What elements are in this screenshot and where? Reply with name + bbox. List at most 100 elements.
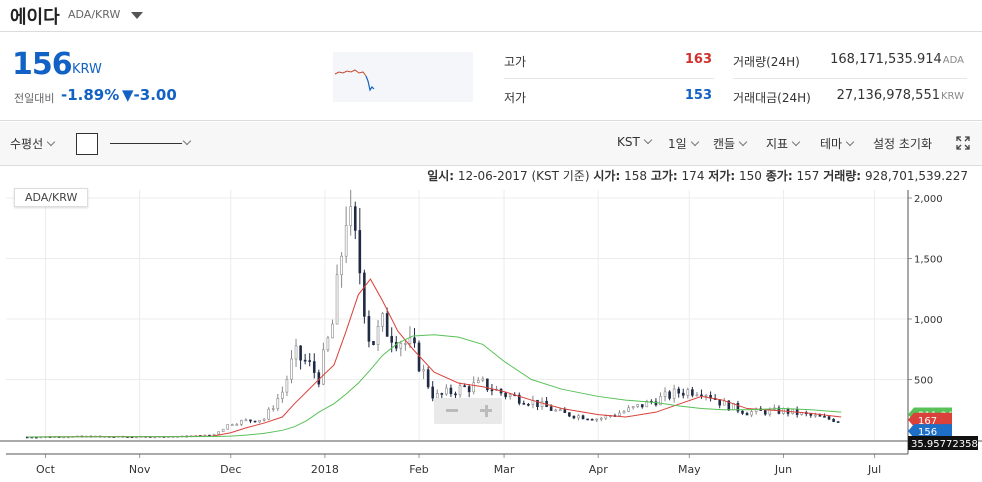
interval-select[interactable]: 1일 bbox=[668, 135, 699, 152]
volume-unit: ADA bbox=[942, 55, 964, 66]
info-close-label: 종가: bbox=[765, 169, 793, 183]
candle-body bbox=[599, 417, 603, 420]
change-label: 전일대비 bbox=[14, 92, 55, 105]
candle-body bbox=[258, 420, 261, 423]
candle-body bbox=[344, 225, 348, 257]
candle-body bbox=[668, 391, 671, 399]
candle-body bbox=[540, 400, 544, 408]
mini-chart-line-down bbox=[365, 75, 375, 92]
amount-row: 27,136,978,551KRW bbox=[790, 88, 964, 103]
x-tick-label: Feb bbox=[409, 463, 428, 476]
candle-body bbox=[504, 392, 507, 397]
candle-body bbox=[577, 415, 580, 419]
candle-body bbox=[390, 336, 394, 343]
chevron-down-icon bbox=[738, 137, 748, 147]
candle-body bbox=[704, 394, 708, 397]
chart-svg[interactable]: Oct Nov Dec 2018 Feb Mar Apr May Jun Jul 500 1,000 1… bbox=[0, 186, 982, 482]
change-percent: -1.89% bbox=[61, 86, 120, 104]
info-high-label: 고가: bbox=[650, 169, 678, 183]
zoom-in-icon-bar[interactable] bbox=[484, 404, 488, 417]
candle-body bbox=[372, 340, 375, 345]
candle-body bbox=[486, 378, 489, 391]
candle-body bbox=[595, 418, 599, 421]
chart-pair-tag: ADA/KRW bbox=[14, 188, 89, 207]
candle-body bbox=[659, 396, 662, 406]
candle-body bbox=[212, 433, 216, 436]
candle-body bbox=[677, 388, 681, 394]
chart-type-label: 캔들 bbox=[713, 137, 736, 151]
candle-body bbox=[823, 416, 826, 418]
interval-label: 1일 bbox=[668, 137, 687, 151]
stats-divider bbox=[504, 78, 714, 79]
candle-body bbox=[681, 392, 685, 396]
indicator-label: 지표 bbox=[766, 137, 789, 151]
expand-icon[interactable] bbox=[956, 136, 970, 150]
zoom-out-icon[interactable] bbox=[446, 409, 458, 412]
reset-settings-button[interactable]: 설정 초기화 bbox=[873, 137, 933, 151]
chart-toolbar: 수평선 KST 1일 캔들 지표 테마 설정 초기화 bbox=[0, 122, 982, 166]
candle-body bbox=[426, 369, 430, 388]
moving-average-long-line bbox=[27, 334, 842, 438]
candle-body bbox=[527, 404, 530, 406]
timezone-select[interactable]: KST bbox=[617, 135, 653, 149]
info-volume-label: 거래량: bbox=[823, 169, 862, 183]
candle-body bbox=[672, 388, 676, 399]
y-tick-label: 1,500 bbox=[914, 255, 943, 266]
candle-body bbox=[627, 407, 630, 412]
candle-body bbox=[832, 418, 835, 422]
color-picker[interactable] bbox=[76, 133, 98, 155]
candle-body bbox=[422, 369, 425, 372]
candle-body bbox=[691, 389, 694, 396]
candle-body bbox=[445, 387, 448, 395]
info-low-label: 저가: bbox=[708, 169, 736, 183]
candle-body bbox=[663, 391, 667, 397]
crosshair-price-box bbox=[908, 436, 978, 450]
low-value: 153 bbox=[684, 88, 712, 103]
candle-body bbox=[349, 206, 353, 226]
ohlc-info-line: 일시: 12-06-2017 (KST 기준) 시가: 158 고가: 174 … bbox=[0, 167, 968, 185]
candle-body bbox=[217, 431, 220, 435]
candle-body bbox=[827, 416, 831, 420]
candle-body bbox=[303, 359, 307, 362]
candle-body bbox=[818, 414, 822, 417]
candle-body bbox=[404, 343, 407, 345]
candle-body bbox=[568, 412, 571, 417]
indicator-select[interactable]: 지표 bbox=[766, 135, 801, 152]
info-low-value: 150 bbox=[739, 169, 762, 183]
info-volume-value: 928,701,539.227 bbox=[864, 169, 968, 183]
y-tick-label: 500 bbox=[914, 376, 933, 387]
candle-body bbox=[308, 360, 312, 362]
mini-chart-svg bbox=[334, 69, 375, 92]
caret-down-icon[interactable] bbox=[131, 12, 143, 19]
chevron-down-icon[interactable] bbox=[182, 136, 192, 146]
info-high-value: 174 bbox=[681, 169, 705, 183]
candle-body bbox=[294, 345, 298, 360]
candle-body bbox=[385, 313, 389, 337]
line-style-select[interactable] bbox=[110, 143, 182, 144]
chart-type-select[interactable]: 캔들 bbox=[713, 135, 748, 152]
candle-body bbox=[262, 418, 266, 421]
chevron-down-icon bbox=[46, 137, 56, 147]
candle-body bbox=[221, 428, 225, 433]
theme-select[interactable]: 테마 bbox=[820, 135, 855, 152]
candle-body bbox=[271, 408, 275, 410]
candle-body bbox=[718, 399, 722, 406]
x-tick-label: 2018 bbox=[311, 463, 339, 476]
volume-label: 거래량(24H) bbox=[733, 55, 800, 69]
candle-body bbox=[312, 361, 316, 373]
candle-body bbox=[449, 387, 453, 395]
candle-body bbox=[226, 424, 230, 430]
candle-body bbox=[463, 385, 466, 388]
x-tick-label: Dec bbox=[220, 463, 241, 476]
candle-body bbox=[431, 386, 435, 399]
candle-body bbox=[367, 316, 371, 342]
candle-body bbox=[331, 323, 334, 339]
line-tool-select[interactable]: 수평선 bbox=[10, 135, 56, 152]
candle-body bbox=[440, 393, 444, 395]
candle-body bbox=[353, 206, 357, 231]
candle-body bbox=[549, 406, 553, 411]
candle-body bbox=[381, 313, 384, 327]
candle-body bbox=[695, 394, 699, 397]
candlestick-chart[interactable]: Oct Nov Dec 2018 Feb Mar Apr May Jun Jul 500 1,000 1… bbox=[0, 186, 982, 482]
candle-body bbox=[636, 404, 640, 407]
